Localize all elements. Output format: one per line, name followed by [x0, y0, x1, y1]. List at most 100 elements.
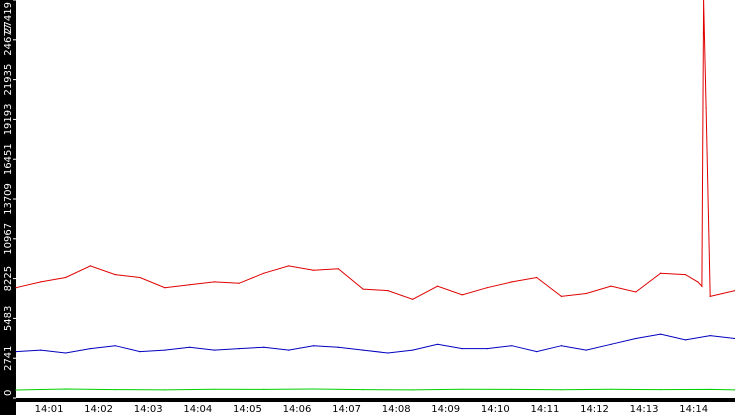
series-2-point	[610, 343, 612, 345]
series-1-point	[684, 274, 687, 276]
series-1-point	[40, 281, 42, 283]
series-3-point	[709, 388, 711, 390]
x-tick-label: 14:03	[134, 404, 163, 415]
series-3-point	[65, 388, 67, 390]
series-3-point	[461, 388, 463, 390]
y-tick-label: 24677	[3, 24, 14, 56]
series-3-point	[114, 389, 116, 391]
y-tick-layer: 0 2741 5483 8225 10967 13709 16451 19193 21935 24…	[3, 0, 16, 399]
series-1-point	[635, 291, 637, 293]
series-2-point	[536, 351, 538, 353]
series-2-point	[114, 345, 116, 347]
series-1-point	[189, 284, 191, 286]
series-1-point	[114, 274, 116, 276]
series-2-point	[288, 349, 290, 351]
x-tick-label: 14:08	[382, 404, 411, 415]
series-line-2	[15, 333, 735, 354]
series-line-1	[15, 0, 735, 300]
series-2-point	[164, 349, 166, 351]
series-1-point	[722, 292, 724, 295]
y-tick-label: 10967	[3, 223, 14, 255]
series-1-point	[660, 272, 662, 274]
x-tick-label: 14:09	[431, 404, 460, 415]
series-3-point	[362, 389, 364, 391]
series-line-3	[15, 388, 735, 391]
y-tick-label: 5483	[3, 306, 14, 331]
series-1-point	[238, 282, 240, 284]
series-3-point	[263, 388, 265, 390]
series-1-point	[65, 276, 67, 279]
series-2-point	[511, 345, 513, 347]
series-2-point	[362, 349, 364, 351]
series-1-point	[89, 265, 91, 267]
series-2-point	[387, 352, 389, 354]
series-1-point	[412, 298, 414, 300]
series-2-point	[65, 352, 67, 354]
series-3-point	[610, 388, 612, 390]
series-1-point	[703, 0, 705, 1]
series-3-point	[412, 389, 414, 391]
x-tick-label: 14:07	[332, 404, 361, 415]
series-2-point	[213, 349, 215, 351]
series-1-point	[15, 287, 17, 289]
series-1-point	[387, 290, 389, 292]
x-tick-layer: 14:01 14:02 14:03 14:04 14:05 14:06 14:07 14:08…	[35, 398, 708, 415]
x-tick-label: 14:02	[84, 404, 113, 415]
series-2-point	[560, 345, 563, 347]
series-1-point	[585, 292, 587, 295]
x-tick-label: 14:06	[283, 404, 312, 415]
series-1-point	[709, 295, 711, 297]
series-2-point	[709, 335, 711, 337]
y-tick-label: 2741	[3, 345, 14, 370]
y-tick-label: 21935	[3, 64, 14, 96]
series-1-point	[164, 287, 166, 289]
series-1-point	[560, 295, 563, 297]
series-2-point	[263, 346, 265, 348]
series-1-point	[139, 276, 141, 279]
y-tick-label: 16451	[3, 143, 14, 175]
series-3-point	[511, 388, 513, 390]
series-2-point	[40, 349, 42, 351]
series-2-point	[238, 348, 240, 350]
series-2-point	[15, 351, 17, 353]
y-axis-band	[0, 0, 16, 398]
series-2-point	[337, 346, 339, 348]
series-3-point	[15, 389, 17, 391]
series-1-point	[312, 269, 315, 271]
series-1-point	[436, 285, 439, 287]
series-1-point	[610, 285, 612, 287]
series-1-point	[263, 272, 265, 274]
series-2-point	[461, 348, 463, 350]
series-layer	[15, 0, 735, 391]
x-tick-label: 14:13	[630, 404, 659, 415]
series-2-point	[486, 348, 488, 350]
series-2-point	[412, 349, 414, 351]
series-3-point	[312, 388, 315, 390]
y-tick-label: 0	[3, 390, 14, 396]
x-tick-label: 14:05	[233, 404, 262, 415]
series-1-point	[362, 288, 364, 290]
series-3-point	[560, 389, 563, 391]
series-2-point	[312, 345, 315, 347]
series-2-point	[660, 333, 662, 335]
y-tick-label: 27419	[3, 2, 14, 34]
series-1-point	[288, 265, 290, 267]
series-3-point	[164, 389, 166, 391]
x-tick-label: 14:11	[530, 404, 559, 415]
y-tick-label: 8225	[3, 266, 14, 291]
series-2-point	[189, 346, 191, 348]
series-1-point	[511, 281, 513, 283]
series-3-point	[213, 388, 215, 390]
series-1-point	[461, 294, 463, 296]
series-2-point	[89, 348, 91, 350]
series-2-point	[139, 351, 141, 353]
x-axis-label-strip	[16, 402, 735, 415]
x-tick-label: 14:04	[183, 404, 212, 415]
x-tick-label: 14:10	[481, 404, 510, 415]
series-2-point	[684, 339, 687, 341]
series-2-point	[635, 337, 637, 340]
series-1-point	[697, 281, 699, 283]
series-2-point	[585, 349, 587, 351]
x-tick-label: 14:01	[35, 404, 64, 415]
